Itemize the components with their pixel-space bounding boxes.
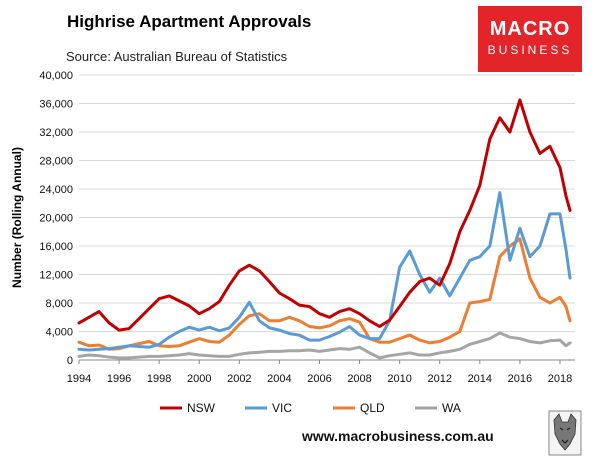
y-tick-label: 12,000 — [39, 270, 73, 282]
series-line-vic — [77, 191, 572, 352]
x-tick-label: 1998 — [147, 373, 171, 385]
series-line-nsw — [77, 98, 572, 332]
website-url: www.macrobusiness.com.au — [302, 428, 494, 444]
x-tick-label: 2010 — [387, 373, 411, 385]
legend-label-wa: WA — [442, 401, 461, 415]
legend-label-vic: VIC — [272, 401, 292, 415]
x-tick-label: 2000 — [187, 373, 211, 385]
series-line-wa — [77, 331, 572, 360]
y-tick-label: 0 — [67, 355, 73, 367]
y-tick-label: 40,000 — [39, 70, 73, 82]
y-tick-label: 28,000 — [39, 156, 73, 168]
x-tick-label: 2014 — [468, 373, 492, 385]
legend-label-qld: QLD — [360, 401, 385, 415]
x-tick-label: 2018 — [548, 373, 572, 385]
x-tick-label: 2006 — [307, 373, 331, 385]
y-axis-label: Number (Rolling Annual) — [10, 147, 24, 288]
macrobusiness-logo: MACRO BUSINESS — [478, 6, 582, 72]
logo-line-1: MACRO — [489, 18, 571, 40]
y-tick-label: 16,000 — [39, 241, 73, 253]
x-tick-label: 2012 — [427, 373, 451, 385]
y-tick-label: 24,000 — [39, 184, 73, 196]
x-tick-label: 1994 — [67, 373, 91, 385]
logo-line-2: BUSINESS — [487, 43, 573, 57]
y-tick-label: 8,000 — [45, 298, 73, 310]
x-tick-label: 2008 — [347, 373, 371, 385]
y-tick-label: 36,000 — [39, 99, 73, 111]
x-tick-label: 2016 — [508, 373, 532, 385]
chart-subtitle: Source: Australian Bureau of Statistics — [66, 49, 288, 64]
wolf-icon — [548, 410, 582, 456]
y-tick-label: 32,000 — [39, 127, 73, 139]
x-tick-label: 2004 — [267, 373, 291, 385]
x-tick-label: 1996 — [107, 373, 131, 385]
series-line-qld — [77, 237, 572, 351]
y-tick-label: 4,000 — [45, 327, 73, 339]
x-tick-label: 2002 — [227, 373, 251, 385]
legend-label-nsw: NSW — [187, 401, 216, 415]
chart-title: Highrise Apartment Approvals — [67, 12, 312, 31]
y-tick-label: 20,000 — [39, 213, 73, 225]
